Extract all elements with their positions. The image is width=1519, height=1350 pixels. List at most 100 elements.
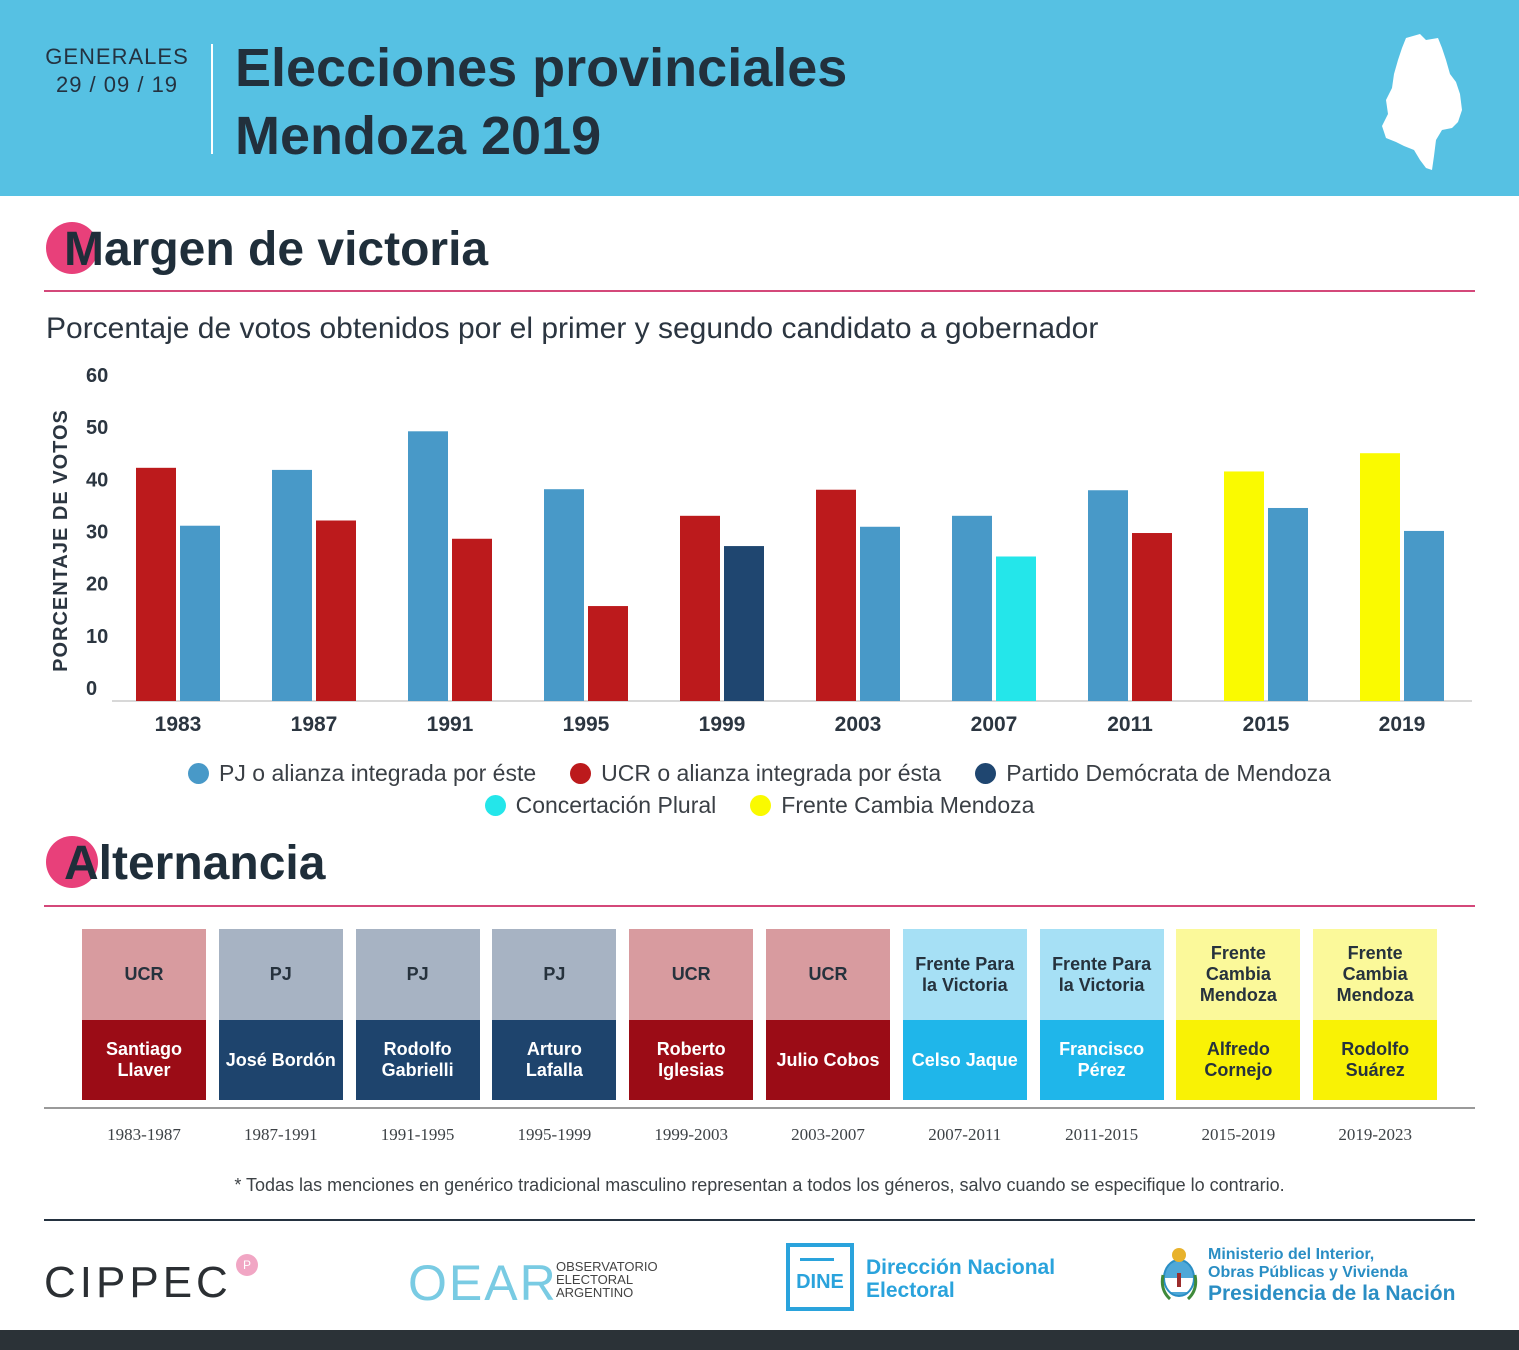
term-years: 1987-1991 [243, 1125, 318, 1144]
legend-row-1: PJ o alianza integrada por éste UCR o al… [0, 760, 1519, 787]
bar-first-2003 [816, 489, 856, 701]
term-party: PJ [355, 929, 480, 1020]
term-governor: Arturo Lafalla [492, 1020, 617, 1100]
term-years: 2019-2023 [1338, 1125, 1413, 1144]
term-party: Frente Cambia Mendoza [1313, 929, 1438, 1020]
term-years: 2011-2015 [1065, 1125, 1139, 1144]
term-governor: Rodolfo Suárez [1313, 1020, 1438, 1100]
term-years: 1995-1999 [517, 1125, 592, 1144]
election-date: 29 / 09 / 19 [55, 72, 179, 97]
bar-second-1999 [724, 546, 764, 701]
y-tick-label: 40 [86, 469, 108, 491]
x-tick-label: 1987 [291, 713, 338, 736]
footer-bar [0, 1330, 1519, 1350]
dine-logo: DINE [786, 1243, 854, 1311]
term-block: PJ José Bordón [218, 929, 343, 1100]
x-tick-label: 1999 [699, 713, 746, 736]
mendoza-map-icon [1382, 34, 1462, 170]
term-block: Frente Cambia Mendoza Alfredo Cornejo [1176, 929, 1301, 1100]
term-years: 1999-2003 [654, 1125, 729, 1144]
term-years: 2007-2011 [928, 1125, 1002, 1144]
term-governor: Francisco Pérez [1039, 1020, 1164, 1100]
term-governor: Celso Jaque [902, 1020, 1027, 1100]
section-title-alternancia: Alternancia [64, 837, 326, 890]
term-party: UCR [82, 929, 206, 1020]
legend-swatch-cp [484, 795, 506, 816]
bar-first-2015 [1224, 471, 1264, 701]
term-block: UCR Santiago Llaver [82, 929, 206, 1100]
bar-second-2011 [1132, 533, 1172, 701]
bar-second-2003 [860, 526, 900, 701]
y-tick-label: 0 [86, 678, 97, 700]
cippec-badge-icon: P [236, 1254, 258, 1276]
term-governor: Rodolfo Gabrielli [355, 1020, 480, 1100]
page-title-line2: Mendoza 2019 [235, 106, 602, 166]
bar-second-2015 [1268, 507, 1308, 701]
bar-first-1983 [136, 467, 176, 701]
bar-second-1995 [588, 606, 628, 701]
term-block: UCR Roberto Iglesias [629, 929, 754, 1100]
footnote: * Todas las menciones en genérico tradic… [234, 1175, 1285, 1195]
legend-label-pj: PJ o alianza integrada por éste [219, 760, 537, 786]
bar-first-2011 [1088, 490, 1128, 701]
y-axis-title: PORCENTAJE DE VOTOS [50, 409, 72, 672]
legend-row-2: Concertación Plural Frente Cambia Mendoz… [0, 792, 1519, 819]
x-tick-label: 1991 [427, 713, 474, 736]
term-block: PJ Rodolfo Gabrielli [355, 929, 480, 1100]
term-block: PJ Arturo Lafalla [492, 929, 617, 1100]
legend-item-pj: PJ o alianza integrada por éste [188, 760, 536, 787]
bar-first-1987 [272, 469, 312, 701]
election-type: GENERALES [45, 44, 189, 69]
term-governor: José Bordón [218, 1020, 343, 1100]
section-bullet [46, 836, 98, 888]
bar-first-2007 [952, 515, 992, 701]
term-party: UCR [766, 929, 890, 1020]
y-tick-label: 30 [86, 522, 108, 544]
y-tick-label: 60 [86, 365, 108, 387]
term-party: PJ [218, 929, 343, 1020]
term-block: Frente Para la Victoria Francisco Pérez [1039, 929, 1164, 1100]
term-party: Frente Para la Victoria [1039, 929, 1164, 1020]
legend-label-ucr: UCR o alianza integrada por ésta [601, 760, 942, 786]
y-tick-label: 50 [86, 417, 108, 439]
term-governor: Julio Cobos [766, 1020, 890, 1100]
term-years: 2003-2007 [791, 1125, 865, 1144]
bar-first-2019 [1360, 453, 1400, 701]
legend-item-ucr: UCR o alianza integrada por ésta [570, 760, 941, 787]
legend-label-fcm: Frente Cambia Mendoza [781, 792, 1035, 818]
oear-subtitle: OBSERVATORIO ELECTORAL ARGENTINO [556, 1259, 658, 1300]
term-party: UCR [629, 929, 754, 1020]
term-party: PJ [492, 929, 617, 1020]
x-tick-label: 2003 [835, 713, 882, 736]
y-tick-label: 10 [86, 626, 108, 648]
bar-second-1983 [180, 525, 220, 701]
term-years: 2015-2019 [1201, 1125, 1276, 1144]
header-banner: GENERALES 29 / 09 / 19 Elecciones provin… [0, 0, 1519, 196]
section-rule [44, 905, 1475, 907]
legend-swatch-pj [188, 763, 210, 784]
legend-swatch-fcm [750, 795, 772, 816]
legend-item-fcm: Frente Cambia Mendoza [750, 792, 1034, 819]
term-governor: Santiago Llaver [82, 1020, 206, 1100]
bar-first-1991 [408, 431, 448, 701]
bar-first-1999 [680, 515, 720, 701]
term-party: Frente Para la Victoria [902, 929, 1027, 1020]
x-tick-label: 1983 [155, 713, 202, 736]
cippec-logo: CIPPEC [44, 1258, 232, 1307]
legend-label-pd: Partido Demócrata de Mendoza [1006, 760, 1331, 786]
term-years: 1991-1995 [380, 1125, 455, 1144]
header-divider [211, 44, 213, 154]
term-governor: Alfredo Cornejo [1176, 1020, 1301, 1100]
x-tick-label: 2019 [1379, 713, 1426, 736]
ministerio-logo-text: Ministerio del Interior, Obras Públicas … [1208, 1246, 1456, 1305]
chart-subtitle: Porcentaje de votos obtenidos por el pri… [46, 312, 1099, 345]
term-block: Frente Para la Victoria Celso Jaque [902, 929, 1027, 1100]
page-title-line1: Elecciones provinciales [235, 38, 848, 98]
timeline-baseline [44, 1107, 1475, 1109]
legend-swatch-ucr [570, 763, 592, 784]
section-bullet [46, 222, 98, 274]
x-tick-label: 2011 [1107, 713, 1153, 736]
term-block: UCR Julio Cobos [766, 929, 890, 1100]
dine-name: Dirección Nacional Electoral [866, 1256, 1056, 1302]
footer-rule [44, 1219, 1475, 1221]
